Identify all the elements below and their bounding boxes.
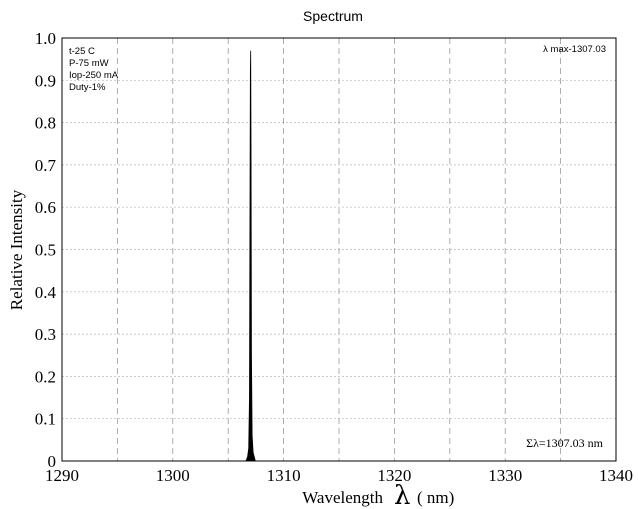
x-tick-label: 1340	[599, 466, 633, 485]
condition-duty: Duty-1%	[69, 82, 106, 93]
x-axis-label-group: Wavelength λ ( nm)	[302, 481, 454, 509]
sum-wavelength-annotation: Σλ=1307.03 nm	[526, 436, 604, 450]
plot-frame	[61, 37, 617, 462]
y-tick-label: 0.9	[35, 71, 56, 90]
y-tick-label: 0.6	[35, 198, 56, 217]
chart-title: Spectrum	[303, 8, 363, 24]
spectrum-series-0	[245, 50, 256, 462]
x-tick-labels: 1290 1300 1310 1320 1330 1340	[45, 466, 633, 485]
y-tick-label: 0.1	[35, 410, 56, 429]
series-layer	[245, 50, 256, 462]
x-tick-label: 1330	[488, 466, 522, 485]
y-tick-label: 0.7	[35, 156, 57, 175]
condition-temperature: t-25 C	[69, 46, 95, 57]
x-tick-label: 1320	[377, 466, 411, 485]
y-tick-label: 0.4	[35, 283, 57, 302]
condition-current: Iop-250 mA	[69, 70, 119, 81]
y-tick-label: 0.8	[35, 114, 56, 133]
y-axis-label: Relative Intensity	[7, 189, 26, 310]
conditions-box: t-25 C P-75 mW Iop-250 mA Duty-1%	[69, 46, 119, 93]
y-tick-label: 0.5	[35, 241, 56, 260]
y-tick-label: 0.2	[35, 367, 56, 386]
condition-power: P-75 mW	[69, 58, 109, 69]
x-axis-label: Wavelength	[302, 488, 383, 507]
y-tick-label: 0.3	[35, 325, 56, 344]
grid-layer	[62, 38, 616, 461]
x-tick-label: 1290	[45, 466, 79, 485]
x-tick-label: 1310	[267, 466, 301, 485]
x-axis-lambda-symbol: λ	[394, 481, 410, 509]
peak-wavelength-annotation: λ max-1307.03	[543, 44, 606, 55]
y-tick-label: 0	[48, 452, 57, 471]
y-tick-labels: 0 0.1 0.2 0.3 0.4 0.5 0.6 0.7 0.8 0.9 1.0	[35, 29, 57, 471]
x-tick-label: 1300	[156, 466, 190, 485]
y-tick-label: 1.0	[35, 29, 56, 48]
x-axis-unit: ( nm)	[417, 488, 454, 507]
